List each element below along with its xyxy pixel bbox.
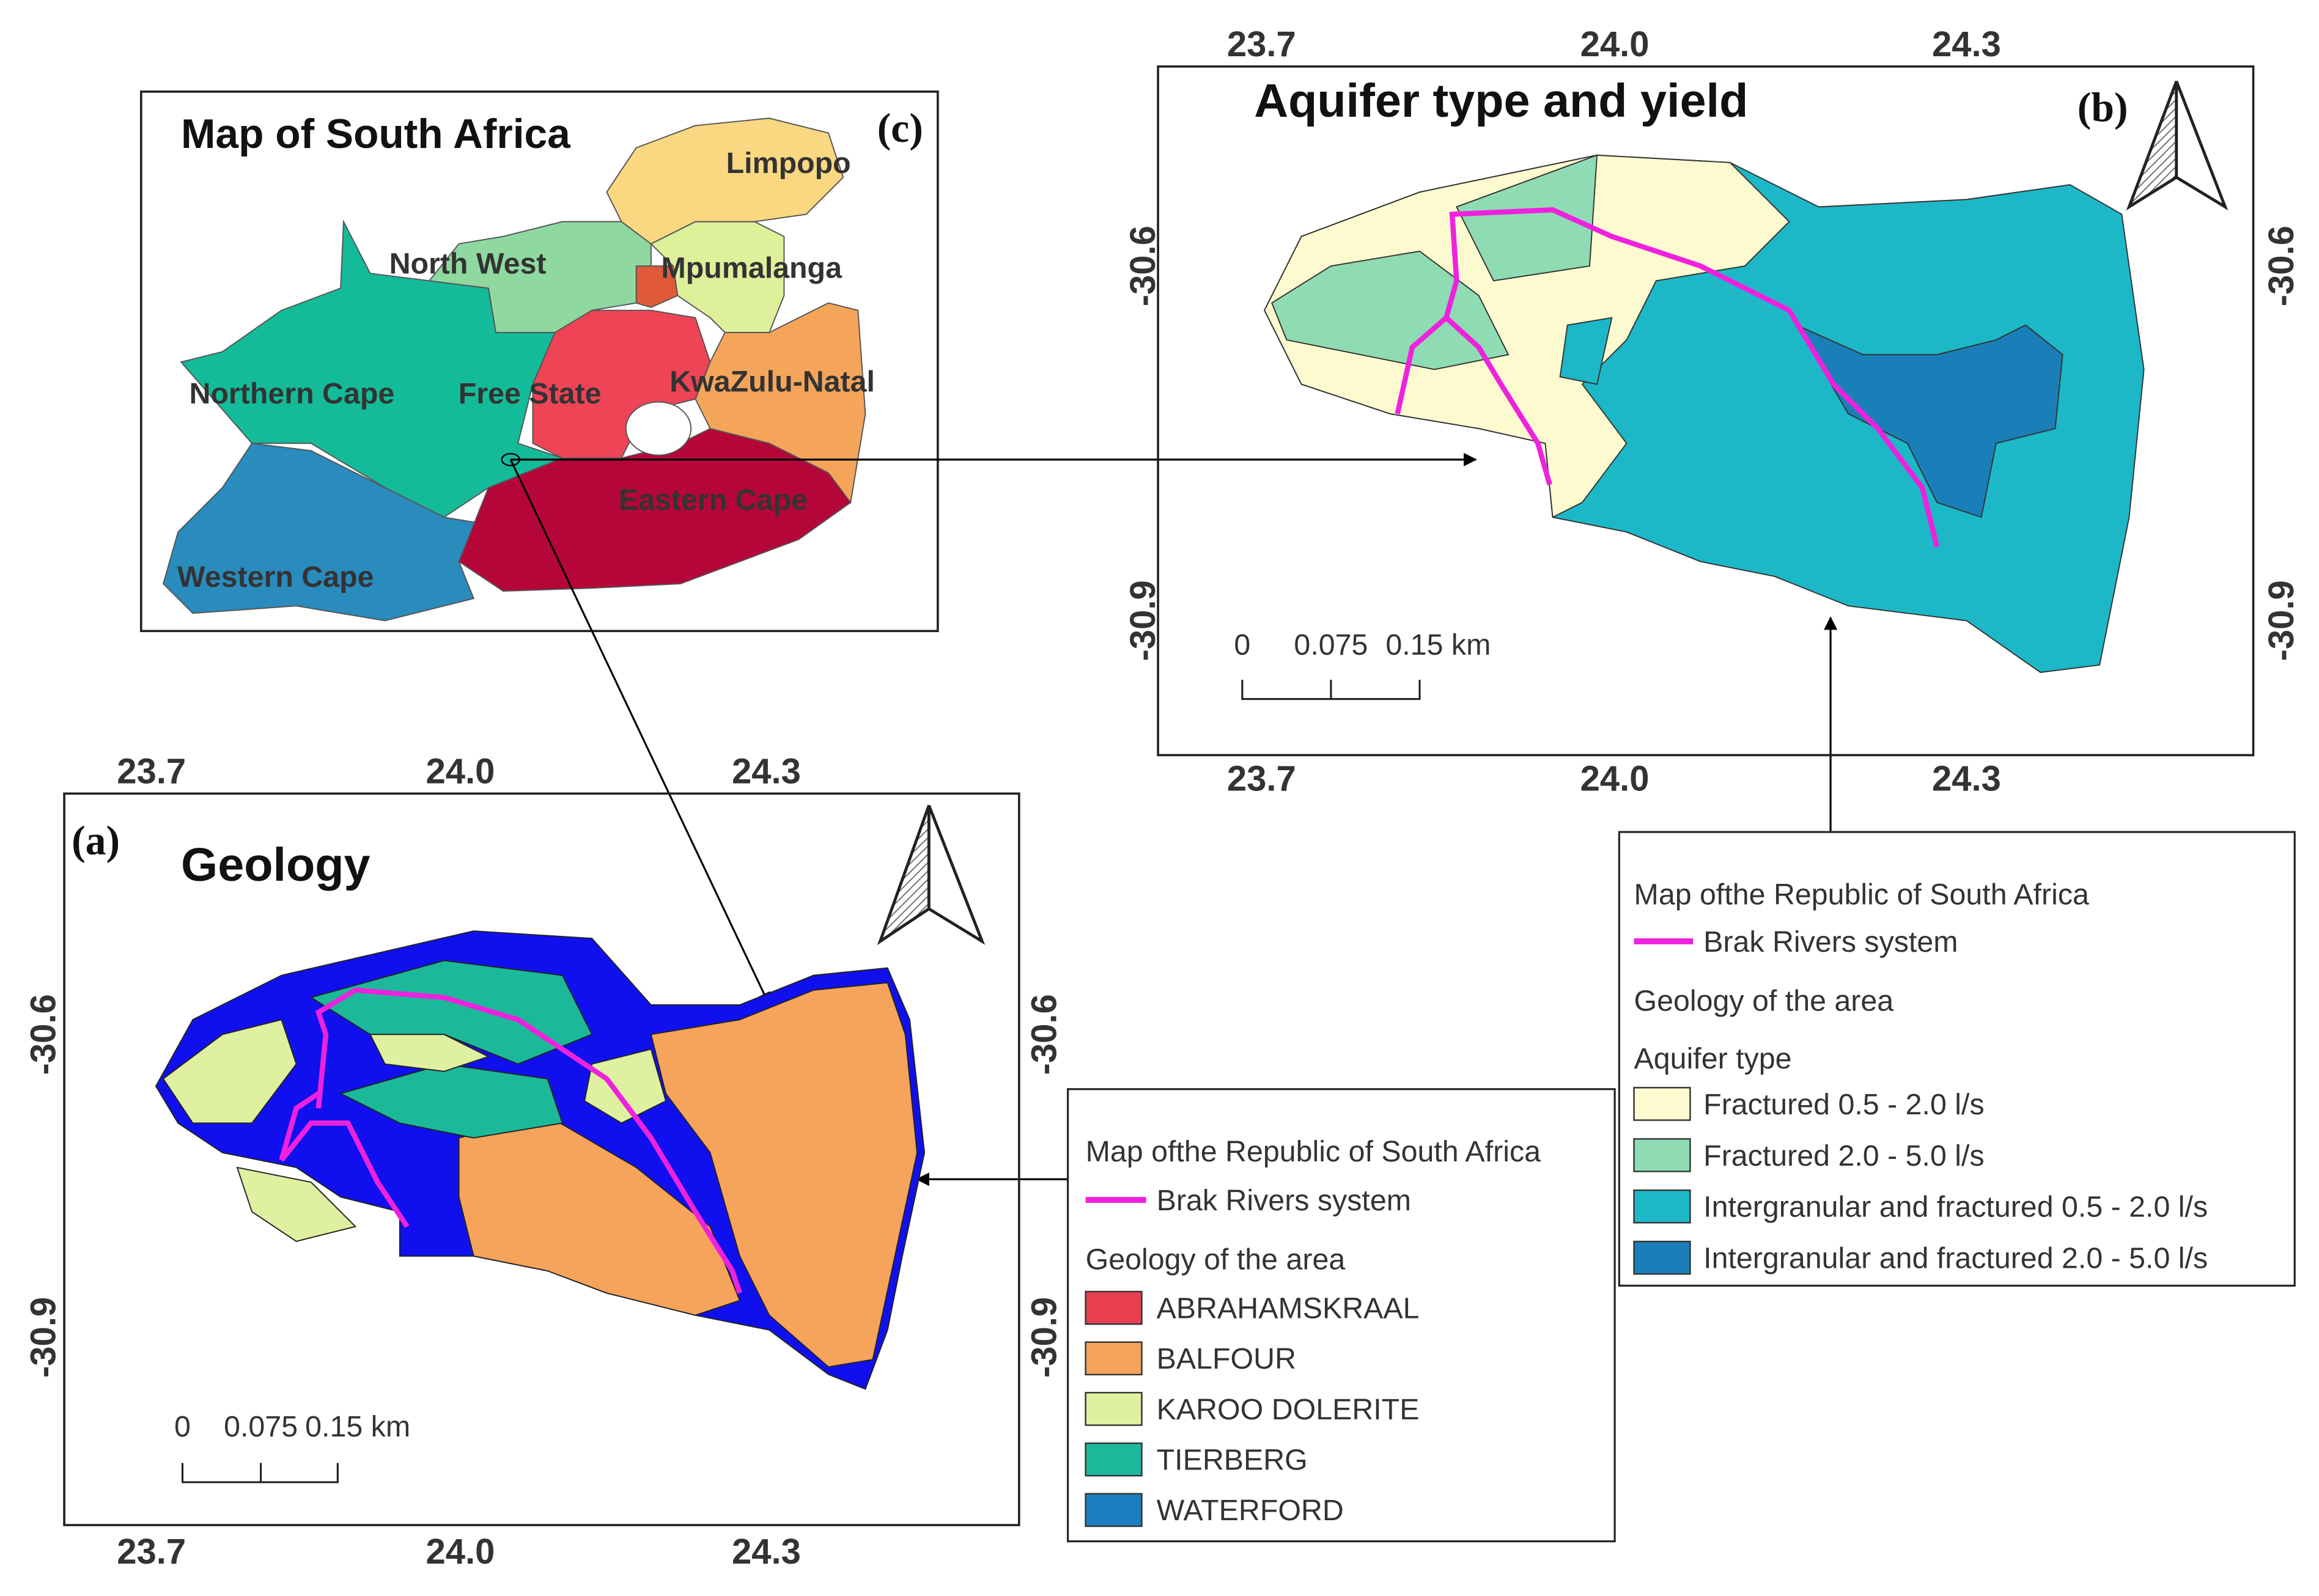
frame [139, 90, 939, 633]
y-tick-label: -30.6 [1024, 994, 1064, 1075]
legend-swatch [1633, 1240, 1691, 1275]
x-tick-label: 24.3 [1932, 24, 2001, 64]
province-shape [635, 265, 679, 308]
x-tick-label: 24.0 [1580, 759, 1650, 798]
province-label: Limpopo [726, 147, 851, 180]
north-arrow [2126, 81, 2229, 211]
x-tick-label: 23.7 [1227, 24, 1296, 64]
province-shape [162, 443, 490, 622]
geology-map [155, 930, 926, 1390]
frame [1157, 65, 2255, 757]
aquifer-map [1264, 154, 2145, 674]
y-tick-label: -30.6 [2262, 226, 2301, 306]
x-tick-label: 23.7 [1227, 759, 1296, 798]
legend-title: Map ofthe Republic of South Africa [1086, 1135, 1541, 1168]
province-shape [606, 117, 844, 245]
legend-heading: Geology of the area [1634, 985, 1894, 1018]
province-label: Mpumalanga [662, 252, 843, 285]
x-tick-label: 23.7 [117, 1532, 186, 1572]
map-title: Aquifer type and yield [1254, 75, 1748, 127]
scale-label: 0 [1234, 628, 1250, 661]
legend-label: Intergranular and fractured 2.0 - 5.0 l/… [1703, 1242, 2208, 1275]
arrow [509, 459, 770, 1006]
north-arrow [877, 804, 986, 946]
y-tick-label: -30.6 [24, 994, 64, 1075]
scale-label: 0.075 [224, 1410, 298, 1443]
map-title: Map of South Africa [181, 111, 571, 157]
legend-swatch [1085, 1341, 1143, 1376]
legend-swatch [1633, 1138, 1691, 1172]
scale-label: 0 [174, 1410, 191, 1443]
legend-label: Brak Rivers system [1157, 1184, 1411, 1217]
legend-heading: Aquifer type [1634, 1042, 1792, 1075]
legend-label: TIERBERG [1157, 1444, 1308, 1477]
y-tick-label: -30.6 [1123, 226, 1163, 306]
legend-a: Map ofthe Republic of South Africa Brak … [1067, 1088, 1616, 1543]
legend-label: Fractured 2.0 - 5.0 l/s [1703, 1139, 1984, 1172]
legend-label: KAROO DOLERITE [1157, 1393, 1420, 1426]
legend-label: ABRAHAMSKRAAL [1157, 1292, 1420, 1325]
river [279, 1091, 410, 1228]
panel-tag: (b) [2078, 84, 2128, 130]
scale-label: 0.075 [1294, 628, 1368, 661]
y-tick-label: -30.9 [1024, 1297, 1064, 1378]
x-tick-label: 23.7 [117, 751, 186, 791]
province-label: Western Cape [177, 561, 374, 594]
legend-b: Map ofthe Republic of South Africa Brak … [1618, 831, 2296, 1287]
legend-label: BALFOUR [1157, 1342, 1296, 1375]
x-tick-label: 24.3 [1932, 759, 2001, 798]
panel-b: Aquifer type and yield (b) 23.7 24.0 24.… [1123, 24, 2301, 799]
scale-bar: 0 0.075 0.15 km [1234, 628, 1491, 701]
legend-label: WATERFORD [1157, 1494, 1344, 1527]
x-tick-label: 24.3 [732, 1532, 801, 1572]
x-tick-label: 24.0 [426, 751, 495, 791]
province-label: North West [389, 247, 547, 280]
arrows [509, 452, 1838, 1186]
panel-tag: (a) [72, 817, 120, 863]
panel-c: Map of South Africa (c) Limpopo North We… [139, 90, 939, 633]
legend-heading: Geology of the area [1086, 1243, 1346, 1276]
scale-label: 0.15 km [305, 1410, 410, 1443]
province-label: KwaZulu-Natal [669, 366, 875, 399]
legend-swatch [1085, 1493, 1143, 1528]
legend-swatch [1633, 1087, 1691, 1121]
legend-frame [1618, 831, 2296, 1287]
lesotho [625, 401, 692, 456]
province-label: Northern Cape [189, 377, 394, 410]
y-tick-label: -30.9 [1123, 580, 1163, 661]
legend-swatch [1633, 1189, 1691, 1224]
panel-a: Geology (a) 23.7 24.0 24.3 23.7 24.0 24.… [24, 751, 1064, 1571]
legend-swatch [1085, 1442, 1143, 1477]
river [315, 987, 742, 1294]
scale-bar: 0 0.075 0.15 km [174, 1410, 410, 1484]
legend-swatch [1085, 1290, 1143, 1325]
province-label: Free State [459, 377, 602, 410]
y-tick-label: -30.9 [24, 1297, 64, 1378]
y-tick-label: -30.9 [2262, 580, 2301, 661]
legend-label: Intergranular and fractured 0.5 - 2.0 l/… [1703, 1191, 2208, 1224]
x-tick-label: 24.0 [1580, 24, 1650, 64]
river [1444, 315, 1552, 486]
scale-label: 0.15 km [1385, 628, 1491, 661]
legend-frame [1067, 1088, 1616, 1543]
map-title: Geology [181, 839, 370, 891]
legend-swatch [1085, 1392, 1143, 1426]
x-tick-label: 24.0 [426, 1532, 495, 1572]
legend-label: Brak Rivers system [1703, 925, 1958, 958]
provinces [162, 117, 866, 622]
province-label: Eastern Cape [619, 484, 808, 517]
x-tick-label: 24.3 [732, 751, 801, 791]
panel-tag: (c) [877, 105, 923, 151]
frame [63, 792, 1020, 1526]
legend-title: Map ofthe Republic of South Africa [1634, 878, 2090, 911]
legend-label: Fractured 0.5 - 2.0 l/s [1703, 1088, 1984, 1121]
